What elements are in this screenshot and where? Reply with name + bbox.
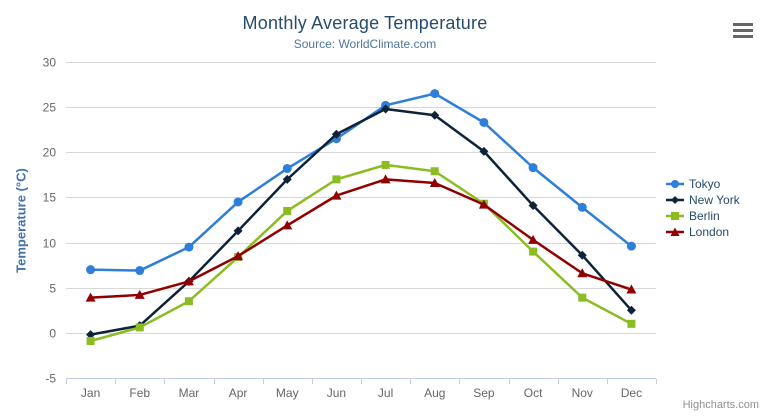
chart-title: Monthly Average Temperature bbox=[242, 13, 488, 33]
chart-subtitle: Source: WorldClimate.com bbox=[293, 37, 437, 51]
x-axis-label: May bbox=[276, 386, 299, 400]
data-point[interactable] bbox=[430, 89, 440, 99]
legend: Tokyo New York Berlin London bbox=[666, 176, 740, 240]
data-point[interactable] bbox=[135, 266, 145, 276]
data-point[interactable] bbox=[184, 242, 194, 252]
data-point[interactable] bbox=[86, 336, 95, 345]
series-line-new-york[interactable] bbox=[89, 107, 633, 336]
x-axis-label: Mar bbox=[179, 386, 200, 400]
y-axis-tick-label: 0 bbox=[49, 327, 56, 341]
data-point[interactable] bbox=[233, 226, 243, 236]
data-point[interactable] bbox=[577, 202, 587, 212]
legend-item-new-york[interactable]: New York bbox=[666, 192, 740, 208]
data-point[interactable] bbox=[233, 251, 244, 261]
data-point[interactable] bbox=[528, 201, 538, 211]
x-axis-label: Dec bbox=[621, 386, 642, 400]
y-axis-tick-label: 20 bbox=[43, 146, 57, 160]
data-point[interactable] bbox=[380, 174, 391, 184]
data-point[interactable] bbox=[233, 197, 243, 207]
data-point[interactable] bbox=[430, 167, 439, 176]
y-axis-tick-label: 10 bbox=[43, 237, 57, 251]
data-point[interactable] bbox=[478, 199, 489, 209]
x-axis-label: Sep bbox=[473, 386, 495, 400]
data-point[interactable] bbox=[331, 190, 342, 200]
y-axis-tick-label: 30 bbox=[43, 56, 57, 70]
series-line-berlin[interactable] bbox=[89, 163, 633, 343]
x-axis-label: Oct bbox=[524, 386, 543, 400]
data-point[interactable] bbox=[430, 110, 440, 120]
legend-item-london[interactable]: London bbox=[666, 224, 740, 240]
x-axis-label: Aug bbox=[424, 386, 445, 400]
data-point[interactable] bbox=[528, 234, 539, 244]
data-point[interactable] bbox=[577, 250, 587, 260]
data-point[interactable] bbox=[626, 284, 637, 294]
highcharts-credit-link[interactable]: Highcharts.com bbox=[682, 399, 759, 411]
x-axis-label: Jun bbox=[327, 386, 346, 400]
data-point[interactable] bbox=[479, 146, 489, 156]
data-point[interactable] bbox=[183, 276, 194, 286]
data-point[interactable] bbox=[86, 330, 96, 340]
circle-legend-marker-icon bbox=[666, 180, 684, 188]
triangle-legend-marker-icon bbox=[666, 227, 684, 236]
hamburger-bar bbox=[733, 34, 753, 38]
data-point[interactable] bbox=[282, 164, 292, 174]
data-point[interactable] bbox=[577, 268, 588, 278]
legend-item-berlin[interactable]: Berlin bbox=[666, 208, 740, 224]
series-line-london[interactable] bbox=[89, 178, 633, 299]
hamburger-icon[interactable] bbox=[731, 20, 755, 40]
legend-label: London bbox=[689, 225, 730, 239]
x-axis-label: Apr bbox=[229, 386, 248, 400]
data-point[interactable] bbox=[331, 129, 341, 139]
data-point[interactable] bbox=[578, 293, 587, 302]
hamburger-bar bbox=[733, 28, 753, 32]
data-point[interactable] bbox=[184, 297, 193, 306]
y-axis-tick-label: 15 bbox=[43, 191, 57, 205]
data-point[interactable] bbox=[85, 292, 96, 302]
data-point[interactable] bbox=[626, 241, 636, 251]
legend-label: Berlin bbox=[689, 209, 720, 223]
x-axis-label: Jan bbox=[81, 386, 100, 400]
y-axis-tick-label: 5 bbox=[49, 282, 56, 296]
hamburger-bar bbox=[733, 22, 753, 26]
data-point[interactable] bbox=[627, 319, 636, 328]
x-axis-label: Nov bbox=[572, 386, 593, 400]
data-point[interactable] bbox=[528, 163, 538, 173]
data-point[interactable] bbox=[529, 247, 538, 256]
legend-label: New York bbox=[689, 193, 740, 207]
data-point[interactable] bbox=[135, 323, 144, 332]
data-point[interactable] bbox=[381, 160, 390, 169]
square-legend-marker-icon bbox=[666, 212, 684, 220]
y-axis-title: Temperature (°C) bbox=[13, 168, 29, 273]
series-line-tokyo[interactable] bbox=[89, 92, 633, 272]
data-point[interactable] bbox=[332, 175, 341, 184]
data-point[interactable] bbox=[86, 265, 96, 275]
diamond-legend-marker-icon bbox=[666, 196, 684, 204]
data-point[interactable] bbox=[283, 206, 292, 215]
data-point[interactable] bbox=[282, 174, 292, 184]
y-axis-tick-label: 25 bbox=[43, 101, 57, 115]
data-point[interactable] bbox=[626, 305, 636, 315]
data-point[interactable] bbox=[134, 289, 145, 299]
legend-item-tokyo[interactable]: Tokyo bbox=[666, 176, 740, 192]
data-point[interactable] bbox=[429, 177, 440, 187]
data-point[interactable] bbox=[479, 117, 489, 127]
data-point[interactable] bbox=[282, 220, 293, 230]
x-axis-label: Feb bbox=[129, 386, 150, 400]
y-axis-tick-label: -5 bbox=[45, 372, 56, 386]
data-point[interactable] bbox=[381, 104, 391, 114]
x-axis-label: Jul bbox=[378, 386, 393, 400]
legend-label: Tokyo bbox=[689, 177, 721, 191]
